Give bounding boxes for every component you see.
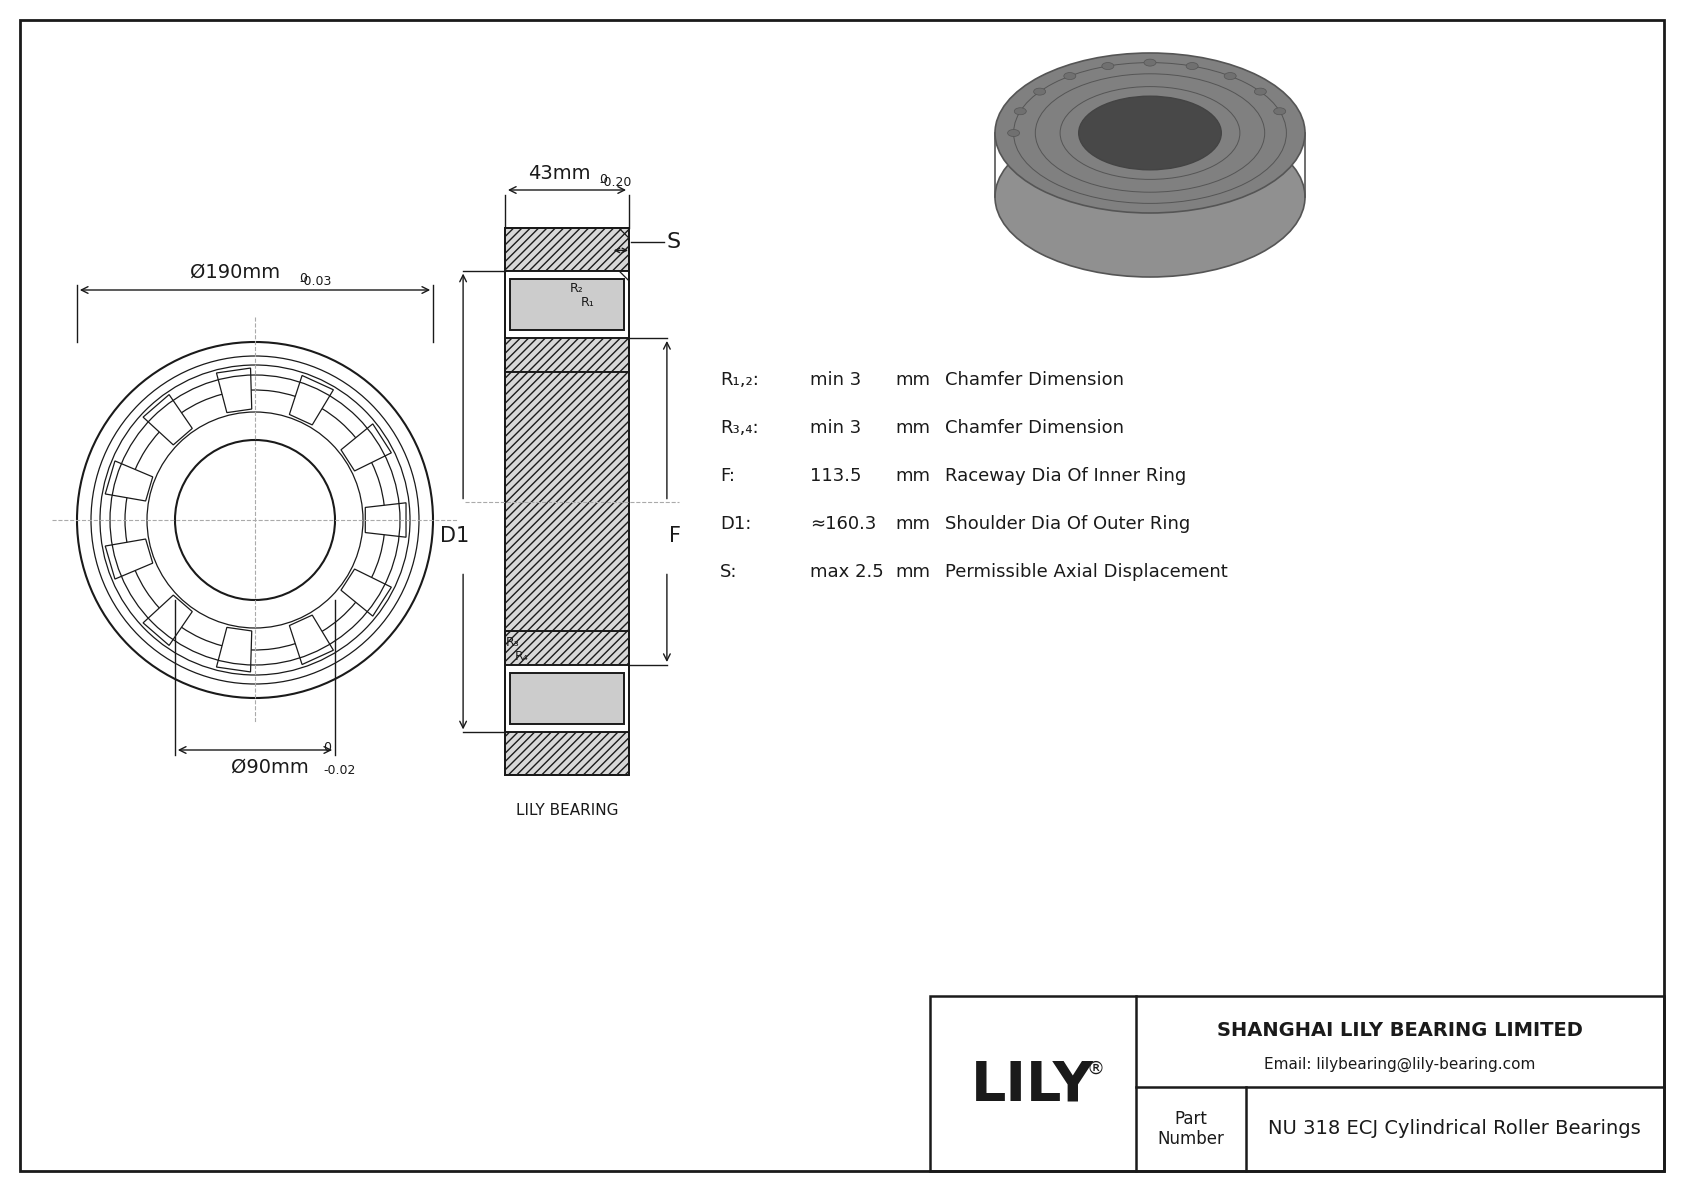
Ellipse shape [1224, 73, 1236, 80]
Ellipse shape [1007, 130, 1019, 137]
Text: min 3: min 3 [810, 372, 861, 389]
Text: Shoulder Dia Of Outer Ring: Shoulder Dia Of Outer Ring [945, 515, 1191, 534]
Text: ®: ® [1086, 1060, 1105, 1078]
Text: LILY BEARING: LILY BEARING [515, 803, 618, 818]
Text: D1: D1 [441, 526, 470, 547]
Text: Ø90mm: Ø90mm [231, 757, 308, 777]
Text: R₂: R₂ [569, 282, 584, 295]
Bar [510, 673, 623, 724]
Text: max 2.5: max 2.5 [810, 563, 884, 581]
Text: Email: lilybearing@lily-bearing.com: Email: lilybearing@lily-bearing.com [1265, 1056, 1536, 1072]
Text: mm: mm [894, 372, 930, 389]
Bar [505, 227, 628, 270]
Ellipse shape [1014, 107, 1026, 114]
Text: -0.03: -0.03 [300, 275, 332, 288]
Text: mm: mm [894, 467, 930, 485]
Bar [505, 338, 628, 372]
Text: R₄: R₄ [515, 650, 529, 663]
Text: 0: 0 [300, 272, 306, 285]
Text: Raceway Dia Of Inner Ring: Raceway Dia Of Inner Ring [945, 467, 1186, 485]
Bar [505, 732, 628, 775]
Text: D1:: D1: [721, 515, 751, 534]
Ellipse shape [995, 117, 1305, 278]
Ellipse shape [1255, 88, 1266, 95]
Text: S: S [667, 232, 680, 252]
Text: Chamfer Dimension: Chamfer Dimension [945, 419, 1123, 437]
Text: SHANGHAI LILY BEARING LIMITED: SHANGHAI LILY BEARING LIMITED [1218, 1021, 1583, 1040]
Ellipse shape [1034, 88, 1046, 95]
Text: -0.02: -0.02 [323, 763, 355, 777]
Text: 43mm: 43mm [527, 164, 591, 183]
Text: mm: mm [894, 563, 930, 581]
Ellipse shape [1186, 63, 1197, 69]
Text: Chamfer Dimension: Chamfer Dimension [945, 372, 1123, 389]
Text: Ø190mm: Ø190mm [190, 263, 280, 282]
Text: F:: F: [721, 467, 734, 485]
Text: -0.20: -0.20 [600, 176, 632, 189]
Text: S:: S: [721, 563, 738, 581]
Text: Part
Number: Part Number [1157, 1110, 1224, 1148]
Bar [510, 279, 623, 330]
Bar [505, 372, 628, 631]
Text: Permissible Axial Displacement: Permissible Axial Displacement [945, 563, 1228, 581]
Bar [505, 631, 628, 665]
Bar [505, 227, 628, 775]
Text: R₃,₄:: R₃,₄: [721, 419, 758, 437]
Ellipse shape [1143, 60, 1155, 66]
Ellipse shape [995, 54, 1305, 213]
Ellipse shape [1079, 96, 1221, 170]
Text: min 3: min 3 [810, 419, 861, 437]
Ellipse shape [1064, 73, 1076, 80]
Text: F: F [669, 526, 680, 547]
Text: NU 318 ECJ Cylindrical Roller Bearings: NU 318 ECJ Cylindrical Roller Bearings [1268, 1120, 1642, 1139]
Text: R₃: R₃ [507, 636, 520, 649]
Text: mm: mm [894, 515, 930, 534]
Text: R₁,₂:: R₁,₂: [721, 372, 759, 389]
Bar [505, 270, 628, 732]
Text: 113.5: 113.5 [810, 467, 862, 485]
Bar [930, 996, 1664, 1171]
Ellipse shape [1273, 107, 1285, 114]
Text: 0: 0 [600, 173, 606, 186]
Ellipse shape [1101, 63, 1113, 69]
Text: R₁: R₁ [581, 297, 594, 310]
Text: 0: 0 [323, 741, 332, 754]
Text: ≈160.3: ≈160.3 [810, 515, 876, 534]
Text: LILY: LILY [972, 1059, 1095, 1112]
Text: mm: mm [894, 419, 930, 437]
